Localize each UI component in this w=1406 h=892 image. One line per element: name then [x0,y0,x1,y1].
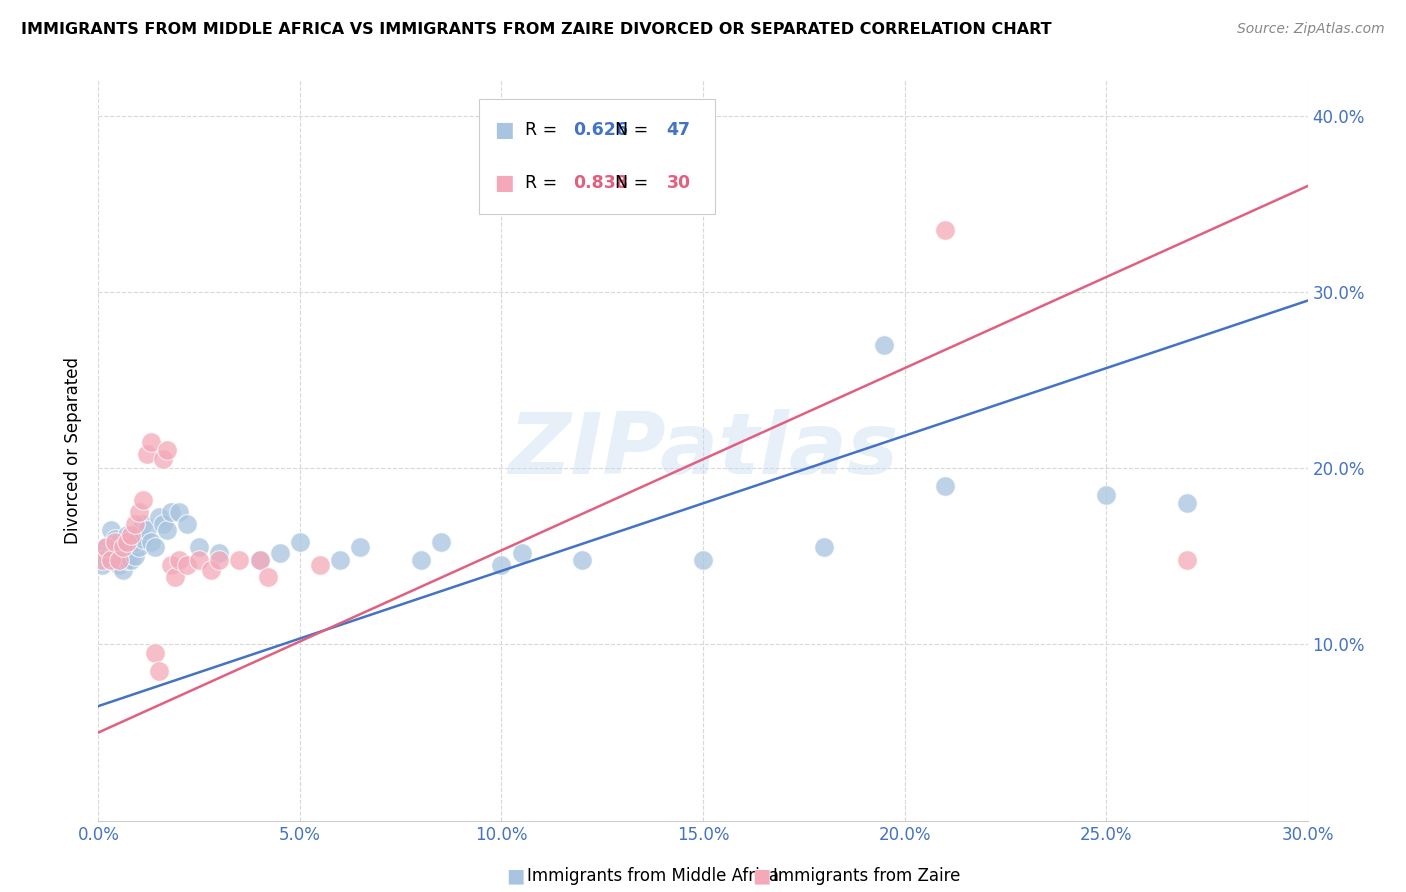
Text: ■: ■ [494,120,513,140]
Point [329,553,352,567]
Text: 0.626: 0.626 [574,121,628,139]
Point [96,541,118,555]
Point [148,510,170,524]
Text: ■: ■ [506,866,524,886]
Point [156,523,179,537]
Point [1175,553,1198,567]
Point [91,553,114,567]
Y-axis label: Divorced or Separated: Divorced or Separated [65,357,83,544]
Point [1175,496,1198,510]
Point [124,517,146,532]
Point [934,223,956,237]
Point [692,553,714,567]
Point [111,563,134,577]
Point [96,541,118,555]
Text: N =: N = [614,174,654,192]
Point [228,553,250,567]
Point [107,535,129,549]
Text: 47: 47 [666,121,690,139]
Point [160,558,183,572]
Point [132,492,155,507]
Text: ZIPatlas: ZIPatlas [508,409,898,492]
Point [256,570,278,584]
Point [188,553,211,567]
Point [115,553,138,567]
Point [143,541,166,555]
Point [571,553,593,567]
Point [430,535,453,549]
Point [152,517,174,532]
Text: Immigrants from Middle Africa: Immigrants from Middle Africa [527,867,779,885]
Point [163,570,186,584]
Point [132,532,155,546]
Point [934,479,956,493]
Point [111,546,134,560]
Point [176,517,198,532]
Point [152,452,174,467]
Point [208,553,231,567]
Point [148,664,170,678]
Point [100,553,122,567]
Point [200,563,222,577]
Point [167,505,190,519]
Point [107,553,129,567]
Point [143,646,166,660]
Point [91,558,114,572]
Point [208,546,231,560]
Point [107,558,129,572]
Point [115,535,138,549]
Point [160,505,183,519]
Text: ■: ■ [494,173,513,194]
Point [349,541,371,555]
Point [120,553,142,567]
Point [103,535,125,549]
Point [100,553,122,567]
Point [249,553,271,567]
Text: Source: ZipAtlas.com: Source: ZipAtlas.com [1237,22,1385,37]
Point [124,549,146,564]
Point [873,337,896,351]
Point [128,528,150,542]
Text: Immigrants from Zaire: Immigrants from Zaire [773,867,960,885]
Point [132,517,155,532]
Point [124,535,146,549]
Text: ■: ■ [752,866,770,886]
Point [135,523,157,537]
Point [120,541,142,555]
Point [813,541,835,555]
Point [139,434,162,449]
Point [491,558,513,572]
Point [188,541,211,555]
Point [510,546,533,560]
Point [128,541,150,555]
Point [103,532,125,546]
Point [103,549,125,564]
Text: N =: N = [614,121,654,139]
Point [139,535,162,549]
Point [309,558,332,572]
Text: R =: R = [526,174,562,192]
Point [176,558,198,572]
Point [120,528,142,542]
Point [167,553,190,567]
Point [249,553,271,567]
Point [1095,487,1118,501]
FancyBboxPatch shape [479,99,716,213]
Point [100,523,122,537]
Point [288,535,311,549]
Text: 30: 30 [666,174,690,192]
Point [115,528,138,542]
Point [156,443,179,458]
Text: 0.838: 0.838 [574,174,628,192]
Point [135,447,157,461]
Point [111,541,134,555]
Text: IMMIGRANTS FROM MIDDLE AFRICA VS IMMIGRANTS FROM ZAIRE DIVORCED OR SEPARATED COR: IMMIGRANTS FROM MIDDLE AFRICA VS IMMIGRA… [21,22,1052,37]
Text: R =: R = [526,121,562,139]
Point [409,553,432,567]
Point [128,505,150,519]
Point [269,546,291,560]
